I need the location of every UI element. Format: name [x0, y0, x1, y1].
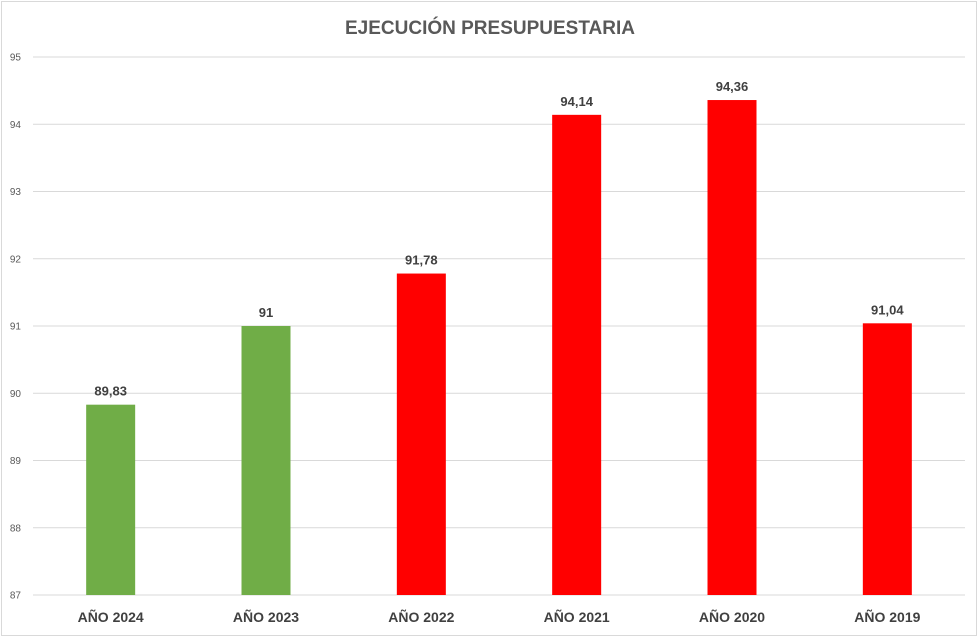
- bar: [396, 273, 446, 595]
- x-tick-label: AÑO 2019: [854, 608, 920, 625]
- data-label: 91: [259, 305, 273, 320]
- bar: [862, 323, 912, 595]
- x-tick-label: AÑO 2024: [78, 608, 144, 625]
- y-tick-label: 90: [10, 389, 22, 400]
- x-tick-label: AÑO 2020: [699, 608, 765, 625]
- y-tick-label: 91: [10, 322, 22, 333]
- y-tick-label: 94: [10, 120, 22, 131]
- y-tick-label: 92: [10, 254, 22, 265]
- x-tick-label: AÑO 2021: [544, 608, 610, 625]
- bar: [86, 404, 136, 595]
- data-labels: 89,83 91 91,78 94,14 94,36 91,04: [94, 79, 904, 399]
- chart-title: EJECUCIÓN PRESUPUESTARIA: [345, 17, 635, 39]
- data-label: 94,36: [716, 79, 749, 94]
- y-tick-label: 89: [10, 456, 22, 467]
- data-label: 89,83: [94, 384, 127, 399]
- data-label: 94,14: [560, 94, 593, 109]
- x-axis-ticks: AÑO 2024 AÑO 2023 AÑO 2022 AÑO 2021 AÑO 2020…: [78, 608, 921, 625]
- bars: [86, 100, 912, 596]
- data-label: 91,04: [871, 302, 904, 317]
- bar: [241, 326, 291, 595]
- gridlines: [33, 56, 965, 596]
- y-tick-label: 88: [10, 523, 22, 534]
- bar: [707, 100, 757, 595]
- data-label: 91,78: [405, 253, 438, 268]
- x-tick-label: AÑO 2023: [233, 608, 299, 625]
- y-axis-ticks: 87 88 89 90 91 92 93 94 95: [10, 53, 22, 602]
- bar: [552, 114, 602, 596]
- y-tick-label: 95: [10, 53, 22, 64]
- x-tick-label: AÑO 2022: [388, 608, 454, 625]
- y-tick-label: 87: [10, 591, 22, 602]
- y-tick-label: 93: [10, 187, 22, 198]
